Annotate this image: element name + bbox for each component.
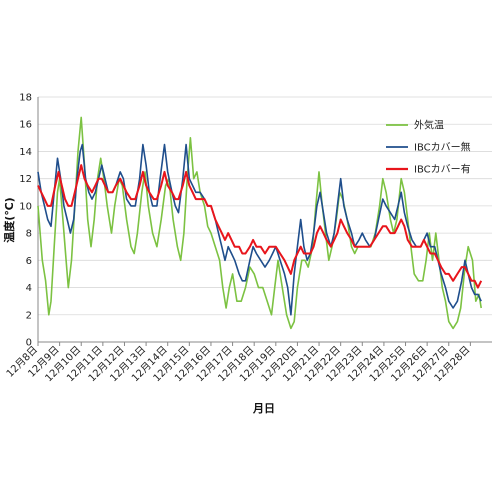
series-line-3: [37, 164, 483, 289]
legend: 外気温 IBCカバー無 IBCカバー有: [386, 119, 471, 176]
y-tick-label: 16: [19, 120, 32, 131]
y-tick-label: 14: [19, 147, 32, 158]
series-line-2: [37, 143, 482, 316]
x-axis-title: 月日: [252, 402, 275, 415]
y-tick-label: 4: [26, 283, 32, 294]
legend-label: 外気温: [414, 119, 444, 132]
y-tick-label: 2: [26, 310, 32, 321]
legend-label: IBCカバー有: [414, 163, 471, 176]
series-lines: [37, 116, 483, 330]
legend-label: IBCカバー無: [414, 141, 471, 154]
y-tick-label: 6: [26, 256, 32, 267]
y-gridlines: [38, 96, 492, 316]
y-tick-label: 18: [19, 93, 32, 104]
x-tick-labels: 12月8日12月9日12月10日12月11日12月12日12月13日12月14日…: [4, 344, 473, 385]
y-tick-label: 12: [19, 174, 32, 185]
axes: [37, 97, 492, 346]
y-tick-label: 8: [26, 229, 32, 240]
y-tick-label: 10: [19, 201, 32, 212]
y-tick-labels: 0 2 4 6 8 10 12 14 16 18: [19, 93, 32, 349]
y-axis-title: 温度(℃): [2, 197, 16, 242]
y-tick-label: 0: [26, 338, 32, 349]
